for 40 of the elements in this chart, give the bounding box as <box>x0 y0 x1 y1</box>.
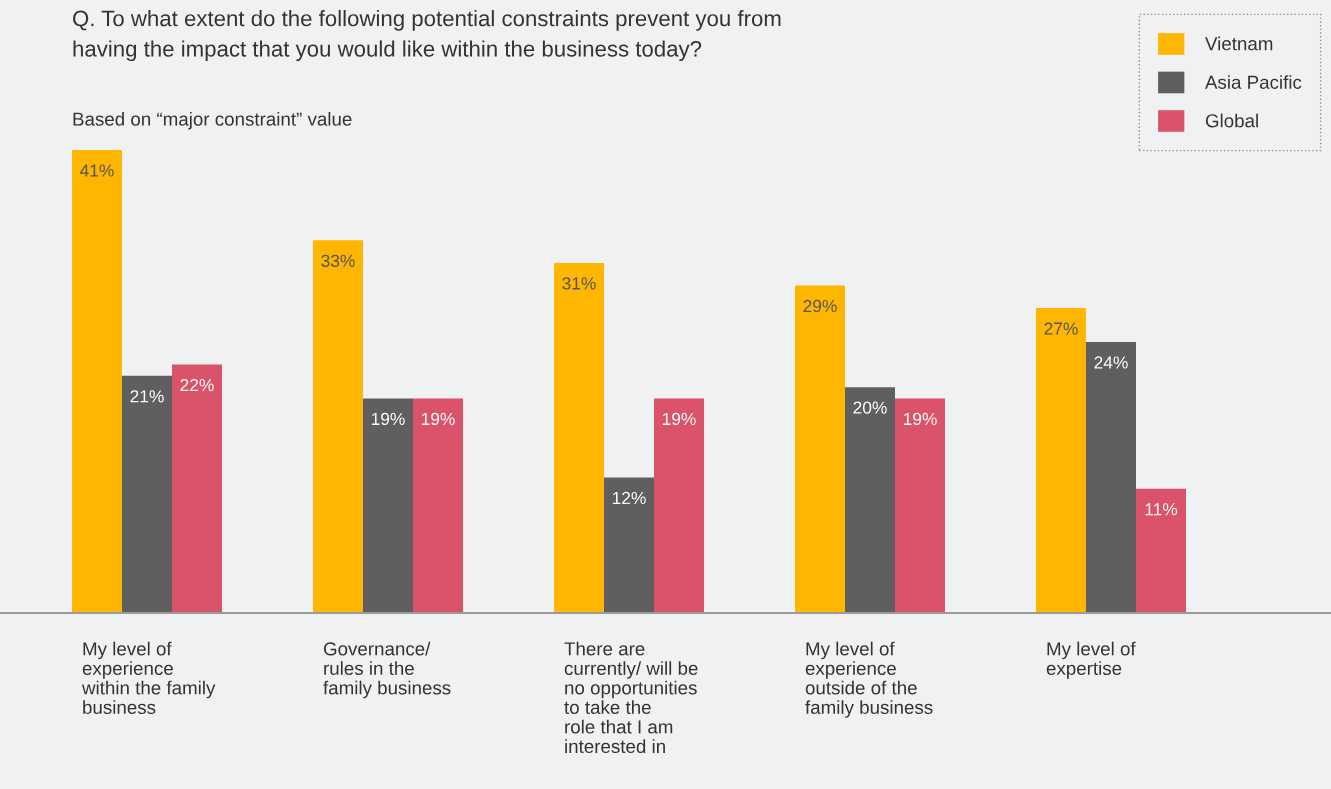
data-label: 22% <box>180 378 214 392</box>
data-label: 27% <box>1044 322 1078 335</box>
data-label: 31% <box>562 277 596 290</box>
bar <box>845 387 895 613</box>
bar <box>313 240 363 613</box>
bar <box>413 398 463 613</box>
data-label: 19% <box>662 412 696 426</box>
data-label: 24% <box>1094 356 1128 369</box>
bar <box>1086 341 1136 613</box>
data-label: 29% <box>803 299 837 313</box>
data-label: 19% <box>421 412 455 426</box>
bar <box>604 477 654 613</box>
bar <box>1036 308 1086 613</box>
data-label: 12% <box>612 491 646 505</box>
chart-subtitle: Based on “major constraint” value <box>73 112 352 130</box>
bar <box>795 285 845 613</box>
bar <box>654 398 704 613</box>
bar <box>1136 488 1186 613</box>
data-label: 21% <box>130 390 164 403</box>
bar <box>895 398 945 613</box>
data-label: 19% <box>903 412 937 426</box>
x-tick-label: My level of experience outside of the family business <box>805 641 933 718</box>
data-label: 19% <box>371 412 405 426</box>
x-tick-label: There are currently/ will be no opportunities to take the role that I am interested in <box>564 641 698 754</box>
data-label: 41% <box>80 164 114 177</box>
bar <box>122 375 172 613</box>
bar <box>172 364 222 613</box>
x-tick-label: My level of experience within the family business <box>81 641 216 715</box>
bar <box>363 398 413 613</box>
legend-label: Global <box>1205 113 1258 128</box>
legend-label: Vietnam <box>1205 36 1273 51</box>
x-tick-label: Governance/ rules in the family business <box>323 641 451 699</box>
bar <box>72 150 122 613</box>
data-label: 20% <box>853 401 887 414</box>
legend-label: Asia Pacific <box>1205 75 1302 89</box>
chart-title: Q. To what extent do the following potential constraints prevent you from having the impact that you would like within the business today? <box>73 10 781 62</box>
data-label: 11% <box>1145 503 1178 516</box>
data-label: 33% <box>321 254 355 267</box>
bar <box>554 262 604 613</box>
x-tick-label: My level of expertise <box>1046 641 1136 679</box>
